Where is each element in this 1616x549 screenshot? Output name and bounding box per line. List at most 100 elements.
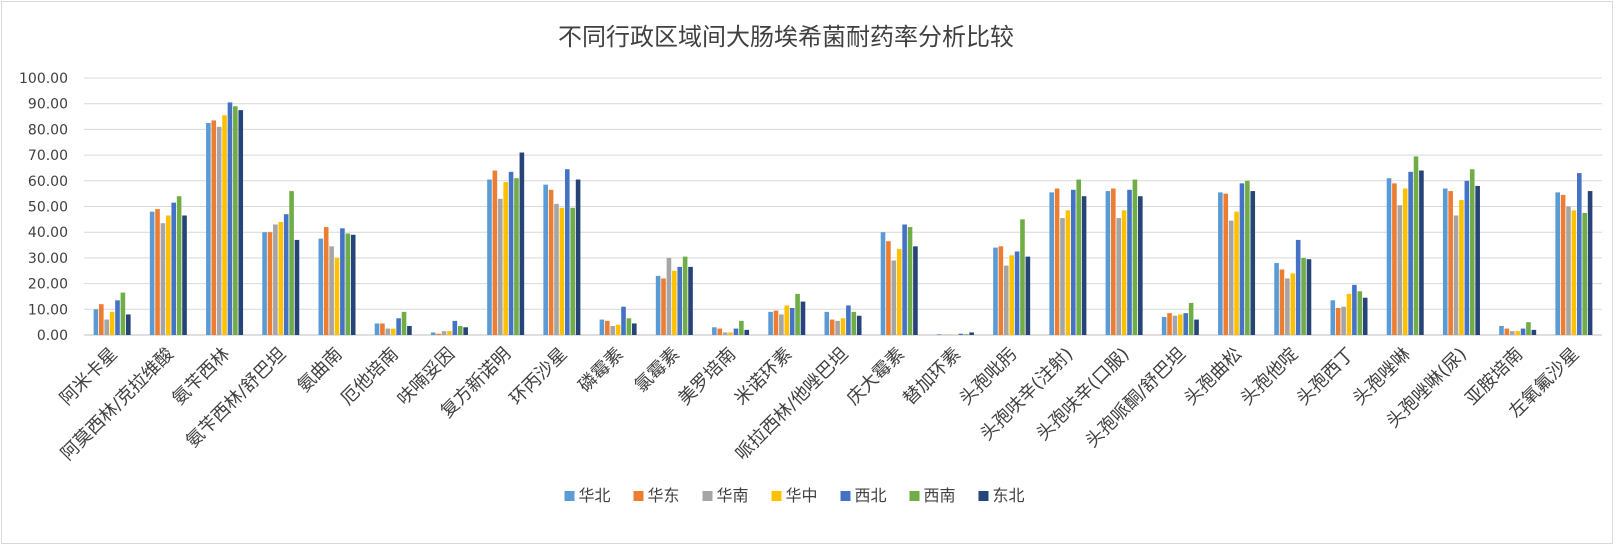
- bar: [126, 314, 131, 335]
- bar: [774, 311, 779, 335]
- x-tick-label: 头孢西丁: [1293, 344, 1359, 410]
- bar: [1331, 300, 1336, 335]
- bar: [498, 199, 503, 335]
- bar: [150, 212, 155, 335]
- bar: [549, 190, 554, 335]
- bar: [1026, 257, 1031, 335]
- bar: [902, 224, 907, 335]
- bar: [734, 329, 739, 335]
- bar: [509, 172, 514, 335]
- bar: [211, 120, 216, 335]
- legend-swatch: [772, 491, 782, 501]
- bar: [340, 228, 345, 335]
- bar: [431, 332, 436, 335]
- bar: [1475, 186, 1480, 335]
- legend-label: 华中: [786, 486, 818, 505]
- bar: [835, 321, 840, 335]
- bar: [1443, 189, 1448, 335]
- bar: [1296, 240, 1301, 335]
- bar: [661, 278, 666, 335]
- bar: [795, 294, 800, 335]
- bar: [672, 271, 677, 335]
- bar: [268, 232, 273, 335]
- bar: [94, 309, 99, 335]
- bar: [155, 209, 160, 335]
- bar: [1234, 212, 1239, 335]
- x-axis-tick-labels: 阿米卡星阿莫西林/克拉维酸氨苄西林氨苄西林/舒巴坦氨曲南厄他培南呋喃妥因复方新诺…: [56, 344, 1584, 465]
- bar: [570, 208, 575, 335]
- bar: [182, 216, 187, 336]
- bar: [744, 330, 749, 335]
- bar: [1127, 190, 1132, 335]
- bar: [1285, 278, 1290, 335]
- legend-swatch: [565, 491, 575, 501]
- bar: [1419, 171, 1424, 335]
- legend-label: 东北: [993, 486, 1025, 505]
- bar: [1280, 269, 1285, 335]
- x-tick-label: 头孢曲松: [1180, 344, 1246, 410]
- bar: [993, 248, 998, 335]
- bar: [487, 180, 492, 335]
- bar: [329, 246, 334, 335]
- x-tick-label: 头孢哌酮/舒巴坦: [1082, 344, 1190, 452]
- legend-label: 华北: [579, 486, 611, 505]
- bar: [1510, 331, 1515, 335]
- bar: [391, 329, 396, 335]
- bar: [825, 312, 830, 335]
- y-tick-label: 60.00: [28, 174, 68, 190]
- bar: [1223, 194, 1228, 335]
- bar: [1470, 169, 1475, 335]
- bar: [396, 318, 401, 335]
- bar: [1454, 216, 1459, 336]
- bar: [1465, 181, 1470, 335]
- bar: [1336, 308, 1341, 335]
- bar: [1561, 195, 1566, 335]
- y-tick-label: 30.00: [28, 251, 68, 267]
- bar: [964, 334, 969, 335]
- bar: [1106, 191, 1111, 335]
- legend-label: 华东: [648, 486, 680, 505]
- bar: [1189, 303, 1194, 335]
- legend-swatch: [634, 491, 644, 501]
- bar: [913, 246, 918, 335]
- bar: [121, 293, 126, 335]
- bar: [110, 312, 115, 335]
- bar: [1582, 213, 1587, 335]
- bar: [1521, 329, 1526, 335]
- bar: [1398, 205, 1403, 335]
- bar: [677, 267, 682, 335]
- bar: [1020, 219, 1025, 335]
- bar: [768, 312, 773, 335]
- bar: [881, 232, 886, 335]
- legend: 华北华东华南华中西北西南东北: [565, 486, 1025, 505]
- bar: [830, 320, 835, 335]
- bar: [565, 169, 570, 335]
- bar: [319, 239, 324, 335]
- bar: [576, 180, 581, 335]
- y-tick-label: 80.00: [28, 122, 68, 138]
- bar: [616, 325, 621, 335]
- bar: [262, 232, 267, 335]
- bar: [723, 332, 728, 335]
- bar: [667, 258, 672, 335]
- bar: [937, 334, 942, 335]
- bar: [790, 308, 795, 335]
- bar: [278, 222, 283, 335]
- bars: [94, 102, 1593, 335]
- bar: [1194, 320, 1199, 335]
- bar: [503, 182, 508, 335]
- bar: [1082, 196, 1087, 335]
- bar: [1392, 183, 1397, 335]
- y-axis-tick-labels: 0.0010.0020.0030.0040.0050.0060.0070.008…: [19, 71, 68, 344]
- bar: [1352, 285, 1357, 335]
- y-tick-label: 100.00: [19, 71, 68, 87]
- y-tick-label: 50.00: [28, 200, 68, 216]
- bar: [442, 331, 447, 335]
- bar: [1240, 183, 1245, 335]
- bar: [1448, 191, 1453, 335]
- bar: [453, 321, 458, 335]
- y-tick-label: 90.00: [28, 97, 68, 113]
- bar: [1459, 200, 1464, 335]
- bar: [1229, 221, 1234, 335]
